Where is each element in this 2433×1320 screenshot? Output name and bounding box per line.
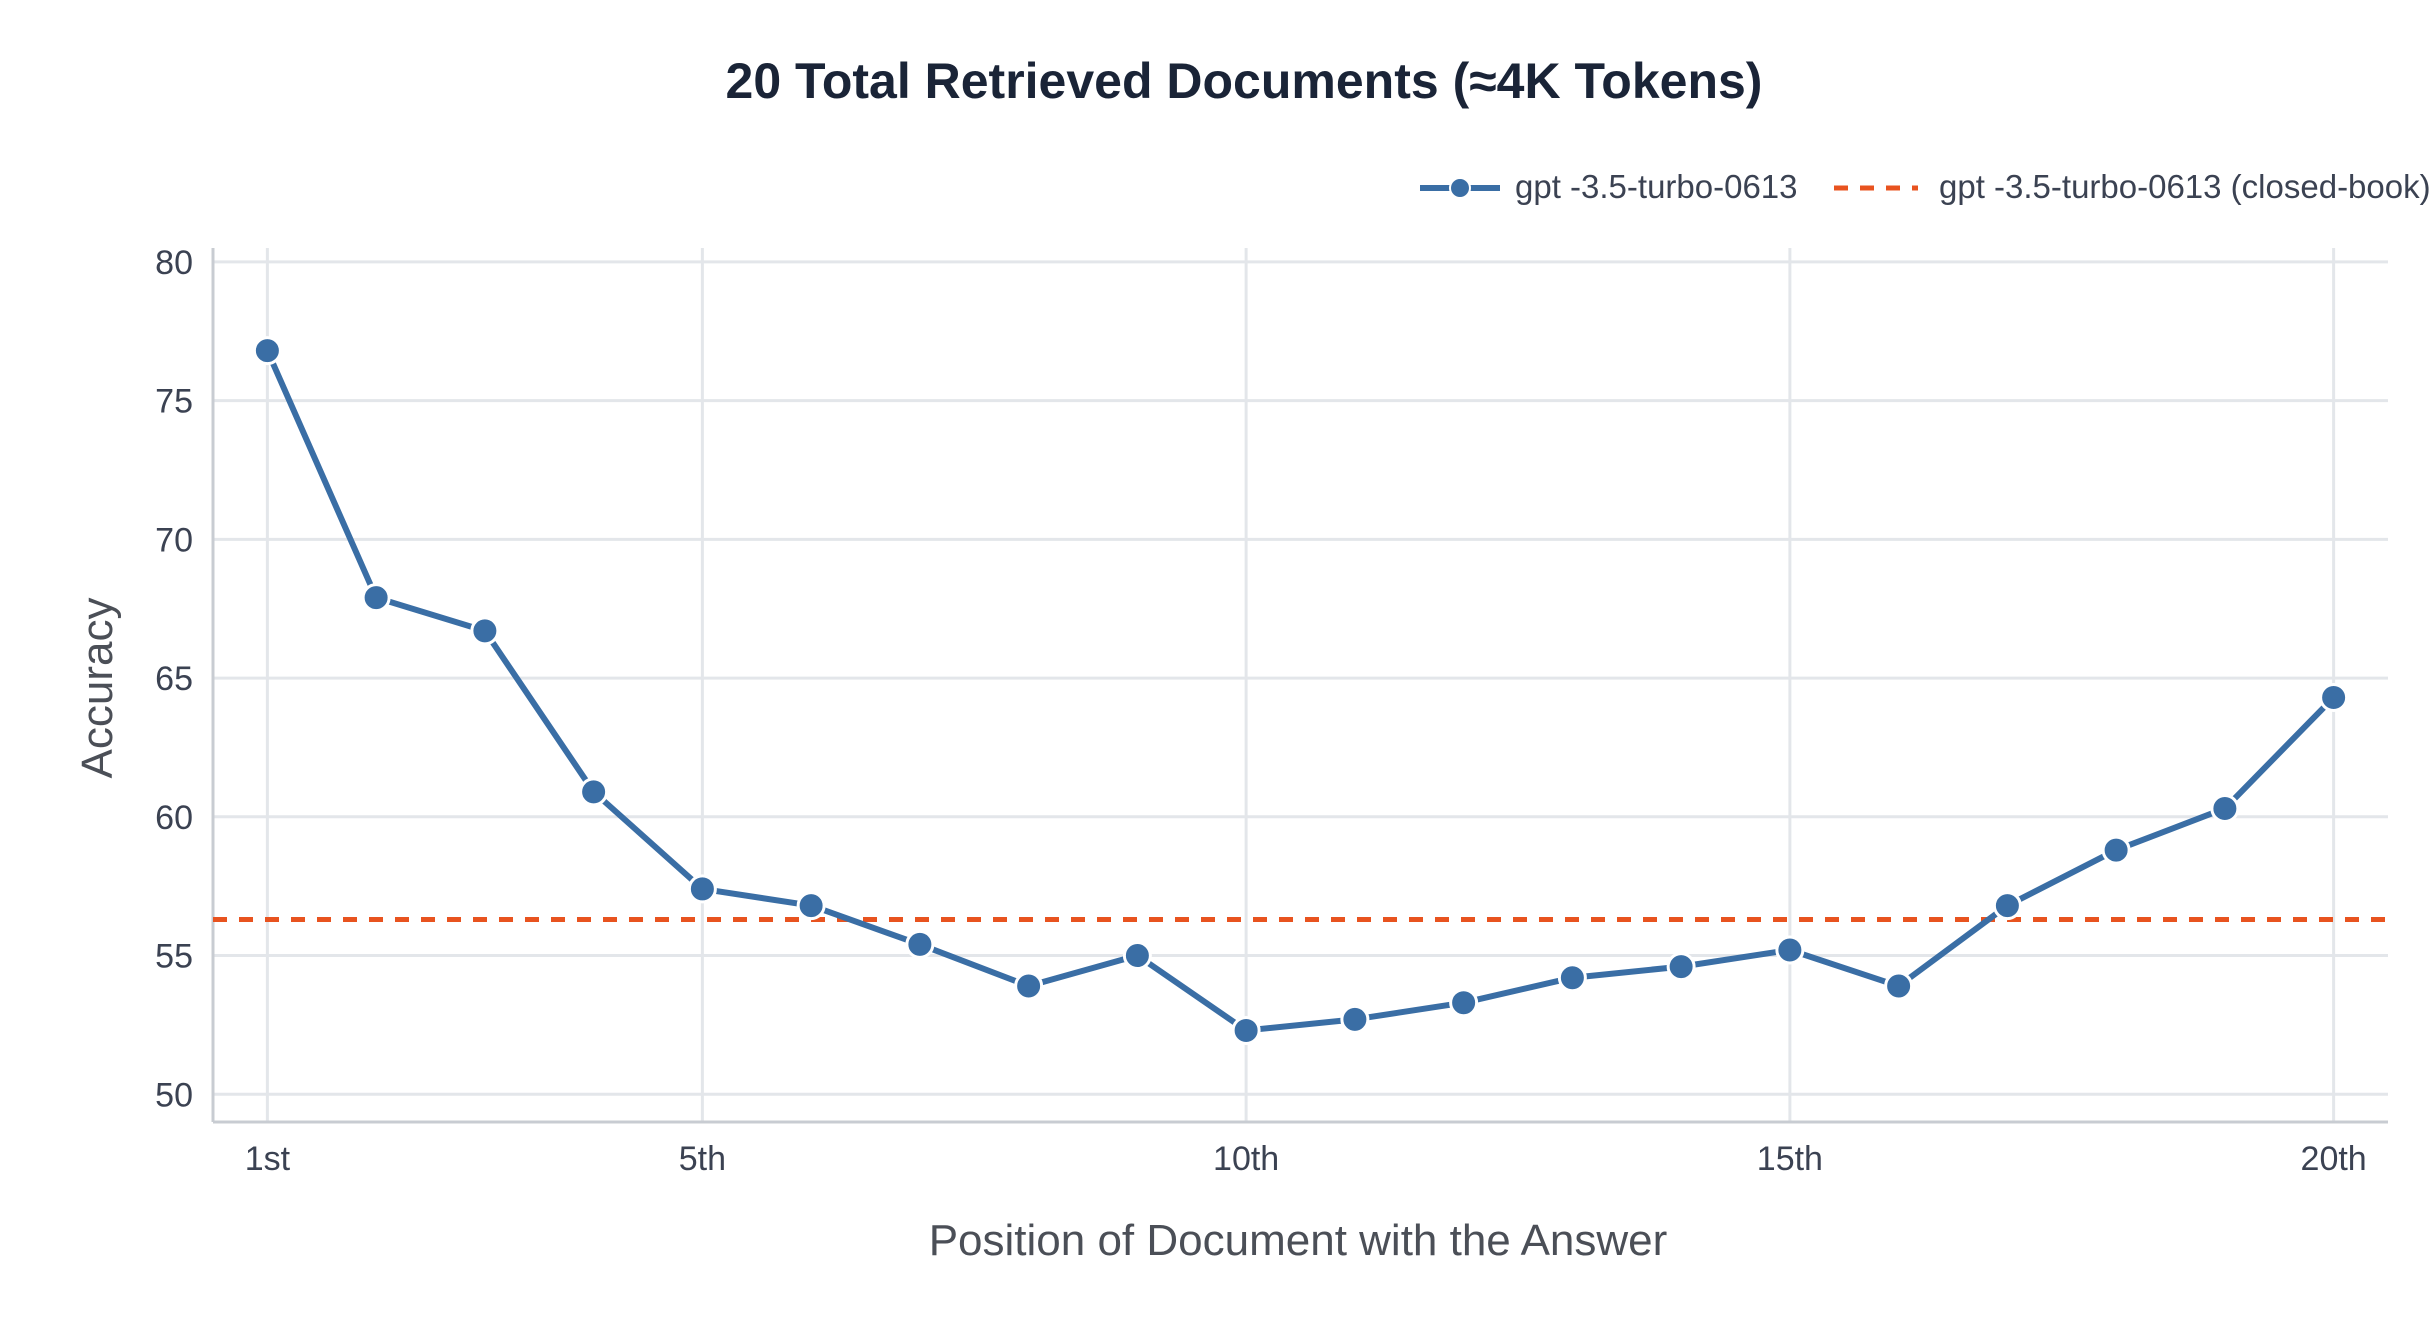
legend: gpt -3.5-turbo-0613 gpt -3.5-turbo-0613 …: [1420, 168, 2431, 205]
data-point: [1449, 988, 1479, 1018]
x-axis-label: Position of Document with the Answer: [929, 1216, 1668, 1265]
data-point: [1557, 963, 1587, 993]
x-tick-label: 5th: [679, 1140, 726, 1178]
data-point: [1231, 1015, 1261, 1045]
data-point: [361, 583, 391, 613]
data-point: [470, 616, 500, 646]
y-tick-label: 65: [155, 660, 193, 698]
legend-point-marker: [1449, 177, 1471, 199]
data-point: [1340, 1004, 1370, 1034]
data-layer: [213, 336, 2388, 1045]
data-point: [1775, 935, 1805, 965]
x-tick-label: 1st: [245, 1140, 291, 1178]
data-point: [2319, 682, 2349, 712]
data-point: [579, 777, 609, 807]
y-tick-label: 70: [155, 521, 193, 559]
series-line: [264, 347, 2337, 1034]
data-point: [687, 874, 717, 904]
axes: [211, 248, 2388, 1124]
x-tick-label: 10th: [1213, 1140, 1279, 1178]
tick-labels: 50 55 60 65 70 75 80 1st 5th 10th 15th 20th: [155, 244, 2367, 1178]
y-tick-label: 75: [155, 383, 193, 421]
y-tick-label: 55: [155, 938, 193, 976]
y-tick-label: 50: [155, 1076, 193, 1114]
chart-title: 20 Total Retrieved Documents (≈4K Tokens…: [726, 53, 1763, 109]
data-point: [1884, 971, 1914, 1001]
y-tick-label: 60: [155, 799, 193, 837]
grid: [213, 248, 2388, 1122]
x-tick-label: 15th: [1757, 1140, 1823, 1178]
legend-label-closed-book: gpt -3.5-turbo-0613 (closed-book): [1939, 168, 2431, 205]
data-point: [1666, 952, 1696, 982]
y-axis-label: Accuracy: [73, 598, 122, 779]
data-point: [1122, 941, 1152, 971]
data-point: [252, 336, 282, 366]
x-tick-label: 20th: [2301, 1140, 2367, 1178]
data-point: [1014, 971, 1044, 1001]
data-point: [2210, 793, 2240, 823]
y-tick-label: 80: [155, 244, 193, 282]
data-point: [1992, 891, 2022, 921]
legend-label-model: gpt -3.5-turbo-0613: [1515, 168, 1798, 205]
data-point: [796, 891, 826, 921]
data-point: [2101, 835, 2131, 865]
data-point: [905, 929, 935, 959]
